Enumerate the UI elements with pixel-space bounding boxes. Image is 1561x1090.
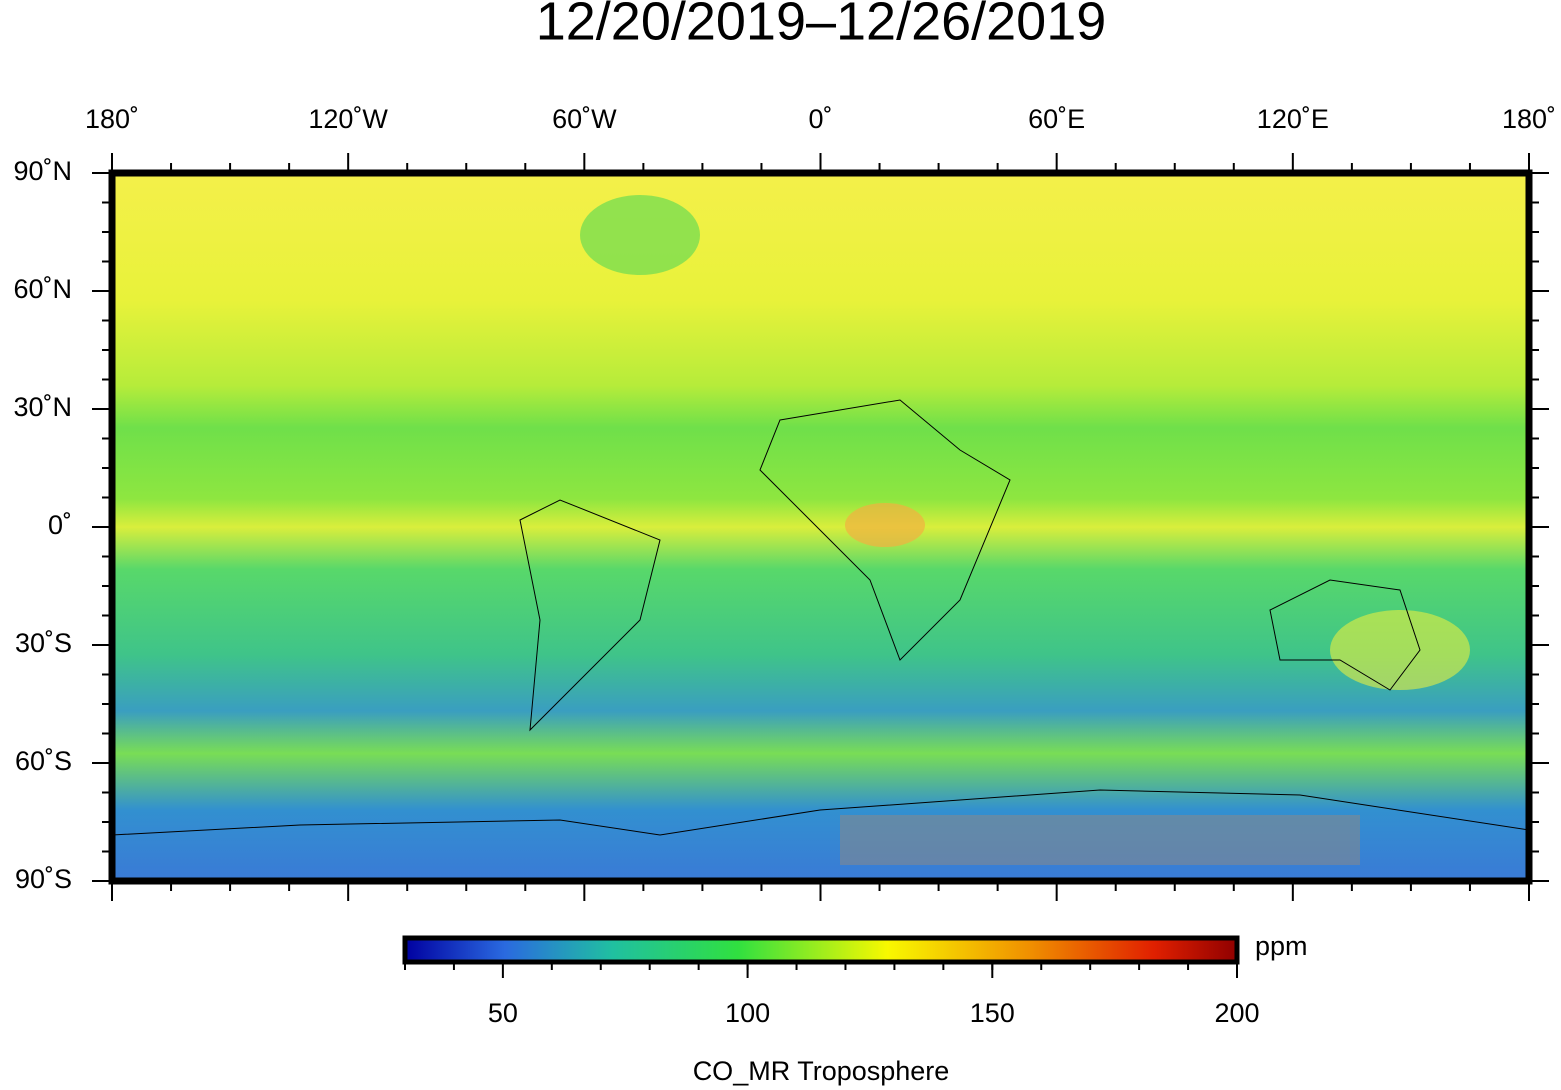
lon-label: 180˚	[85, 104, 139, 134]
missing-data	[840, 815, 1360, 865]
co-field	[112, 173, 1529, 881]
lon-label: 0˚	[808, 104, 832, 134]
colorbar-unit: ppm	[1255, 931, 1308, 961]
colorbar-label: CO_MR Troposphere	[693, 1056, 950, 1086]
colorbar-tick-label: 200	[1214, 998, 1259, 1028]
coastline	[519, 499, 661, 732]
lon-label: 120˚W	[308, 104, 388, 134]
high-co-region	[1330, 610, 1470, 690]
lat-label: 30˚S	[15, 628, 72, 658]
lat-label: 60˚S	[15, 746, 72, 776]
map-title: 12/20/2019–12/26/2019	[536, 0, 1107, 51]
map-area	[108, 169, 1533, 885]
lat-label: 90˚S	[15, 864, 72, 894]
colorbar-tick-label: 150	[970, 998, 1015, 1028]
coastline	[111, 789, 1530, 836]
colorbar-tick-label: 100	[725, 998, 770, 1028]
lat-label: 60˚N	[13, 274, 72, 304]
coastline	[759, 399, 1011, 661]
greenland	[580, 195, 700, 275]
lon-label: 180˚	[1502, 104, 1556, 134]
lon-label: 120˚E	[1257, 104, 1329, 134]
lat-label: 90˚N	[13, 156, 72, 186]
lon-label: 60˚E	[1028, 104, 1085, 134]
colorbar-tick-label: 50	[488, 998, 518, 1028]
colorbar	[402, 935, 1240, 965]
lat-label: 30˚N	[13, 392, 72, 422]
coastline	[1269, 579, 1421, 691]
high-co-region	[845, 503, 925, 547]
lon-label: 60˚W	[552, 104, 617, 134]
lat-label: 0˚	[48, 510, 72, 540]
